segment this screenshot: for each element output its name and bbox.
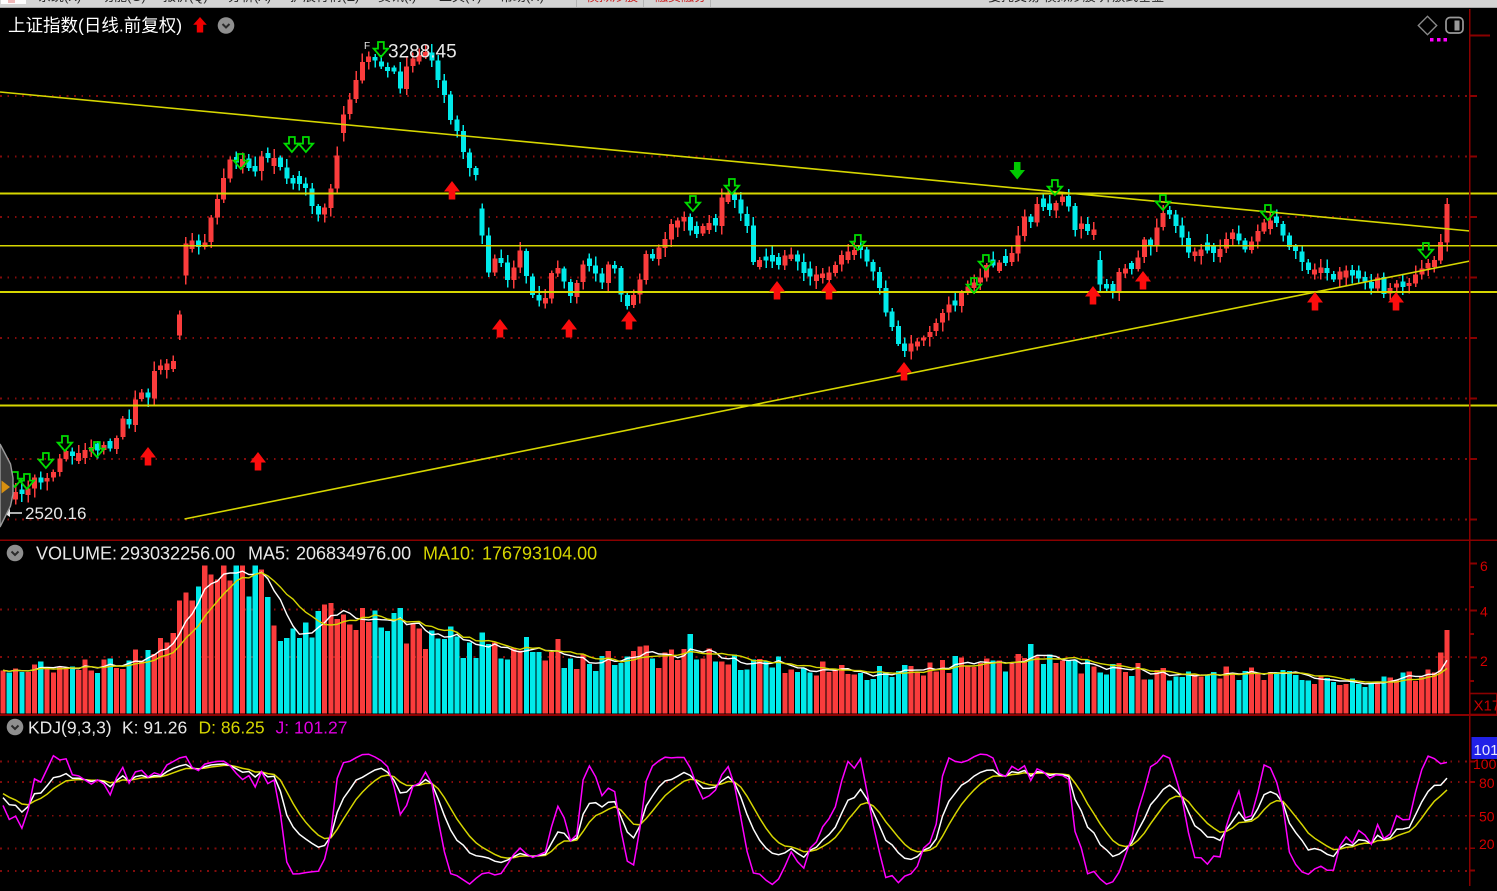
svg-text:F: F <box>364 41 370 52</box>
svg-text:2: 2 <box>1480 653 1488 669</box>
svg-text:扩展行情(E): 扩展行情(E) <box>290 0 359 4</box>
svg-text:MA10:: MA10: <box>423 544 475 564</box>
svg-text:4: 4 <box>1480 604 1488 620</box>
svg-text:20: 20 <box>1479 836 1495 852</box>
svg-text:报价(Q): 报价(Q) <box>163 0 208 4</box>
svg-text:80: 80 <box>1479 775 1495 791</box>
svg-text:206834976.00: 206834976.00 <box>296 544 411 564</box>
svg-text:系统(X): 系统(X) <box>38 0 81 4</box>
svg-text:D: 86.25: D: 86.25 <box>199 718 265 738</box>
svg-text:X17: X17 <box>1474 698 1497 715</box>
svg-text:功能(G): 功能(G) <box>101 0 146 4</box>
svg-text:资讯(I): 资讯(I) <box>378 0 416 4</box>
svg-text:上证指数(日线.前复权): 上证指数(日线.前复权) <box>8 16 182 36</box>
svg-text:VOLUME:: VOLUME: <box>36 544 117 564</box>
svg-text:工具(T): 工具(T) <box>439 0 482 4</box>
svg-text:293032256.00: 293032256.00 <box>120 544 235 564</box>
svg-text:3288.45: 3288.45 <box>388 42 457 63</box>
svg-text:帮助(H): 帮助(H) <box>500 0 544 4</box>
svg-text:50: 50 <box>1479 809 1495 825</box>
svg-text:6: 6 <box>1480 558 1488 574</box>
svg-text:J: 101.27: J: 101.27 <box>276 718 348 738</box>
svg-text:分析(A): 分析(A) <box>228 0 271 4</box>
svg-text:2520.16: 2520.16 <box>25 504 86 523</box>
svg-text:176793104.00: 176793104.00 <box>482 544 597 564</box>
svg-text:模拟炒股: 模拟炒股 <box>586 0 638 4</box>
svg-text:委托交易 模拟炒股 开放式基金: 委托交易 模拟炒股 开放式基金 <box>988 0 1164 4</box>
svg-text:融资融券: 融资融券 <box>655 0 707 4</box>
svg-text:MA5:: MA5: <box>248 544 290 564</box>
svg-text:K: 91.26: K: 91.26 <box>122 718 187 738</box>
svg-text:100: 100 <box>1473 756 1497 772</box>
svg-text:KDJ(9,3,3): KDJ(9,3,3) <box>28 718 112 738</box>
